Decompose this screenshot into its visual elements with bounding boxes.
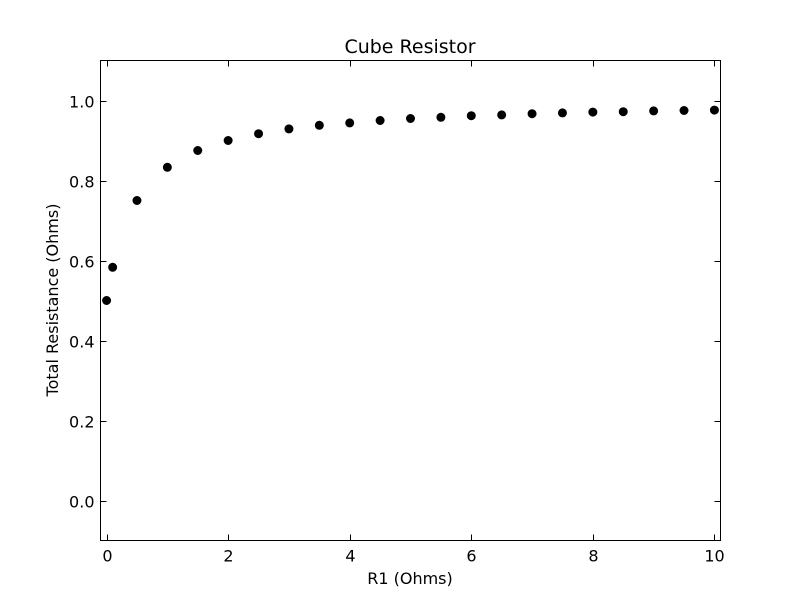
data-point (436, 112, 446, 122)
y-tick-label: 1.0 (69, 93, 94, 112)
data-point (527, 109, 537, 119)
data-point (284, 124, 294, 134)
y-axis-label: Total Resistance (Ohms) (43, 204, 62, 398)
y-tick-label: 0.8 (69, 173, 94, 192)
data-point (345, 118, 355, 128)
x-tick-label: 10 (704, 547, 724, 566)
data-point (223, 136, 233, 145)
data-point (618, 107, 628, 117)
data-point (588, 107, 598, 117)
data-point (497, 110, 507, 120)
data-point (649, 106, 659, 116)
data-point (193, 146, 203, 155)
x-tick-label: 4 (345, 547, 355, 566)
data-point (557, 108, 567, 118)
data-point (162, 162, 172, 172)
data-point (132, 196, 142, 205)
x-tick-label: 2 (223, 547, 233, 566)
data-point (466, 111, 476, 121)
y-tick-label: 0.4 (69, 333, 94, 352)
data-point (314, 120, 324, 130)
plot-frame (100, 60, 721, 541)
x-tick-label: 6 (466, 547, 476, 566)
x-axis-label: R1 (Ohms) (367, 569, 453, 588)
data-point (375, 116, 385, 125)
data-points-layer (102, 105, 719, 305)
data-point (709, 105, 719, 115)
chart-title: Cube Resistor (344, 36, 475, 58)
y-tick-label: 0.2 (69, 413, 94, 432)
data-point (102, 296, 112, 305)
data-point (679, 106, 689, 115)
x-tick-label: 8 (588, 547, 598, 566)
data-point (108, 262, 118, 272)
data-point (254, 129, 264, 139)
data-point (406, 114, 415, 123)
ticks-layer: 0 2 4 6 8 10 0.0 0.2 0.4 0.6 0.8 1.0 (69, 60, 725, 566)
y-tick-label: 0.0 (69, 493, 94, 512)
x-tick-label: 0 (102, 547, 112, 566)
y-tick-label: 0.6 (69, 253, 94, 272)
